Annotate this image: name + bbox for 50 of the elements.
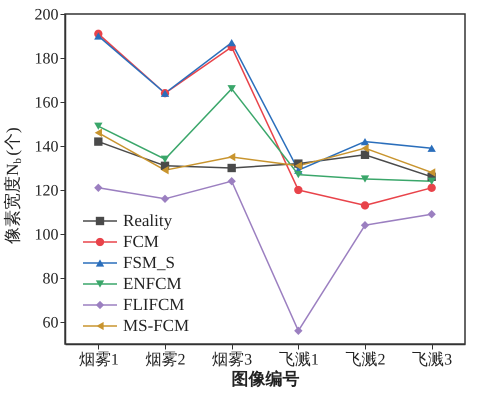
legend-label: FSM_S: [123, 253, 175, 272]
point: [161, 166, 169, 174]
point: [227, 164, 236, 172]
point: [360, 221, 370, 230]
point: [228, 152, 236, 162]
point: [227, 38, 236, 46]
point: [94, 137, 103, 146]
y-tick-label: 200: [34, 6, 58, 24]
x-tick-label: 飞溅2: [346, 350, 386, 368]
x-tick-label: 烟雾1: [78, 352, 119, 368]
y-tick-label: 180: [34, 50, 58, 68]
legend-label: MS-FCM: [123, 316, 190, 335]
x-tick-label: 烟雾3: [212, 352, 252, 368]
point: [361, 144, 369, 152]
y-tick-label: 160: [34, 94, 58, 112]
point: [160, 194, 170, 203]
x-tick-label: 飞溅3: [412, 350, 452, 368]
y-tick-label: 120: [34, 182, 58, 200]
point: [427, 184, 436, 192]
point: [294, 170, 303, 178]
x-axis-title: 图像编号: [232, 370, 300, 388]
point: [294, 162, 302, 170]
y-tick-label: 80: [42, 270, 58, 288]
point: [360, 138, 370, 146]
point: [227, 85, 236, 92]
point: [94, 122, 103, 130]
point: [360, 150, 370, 159]
legend-label: FCM: [123, 232, 159, 251]
point: [294, 326, 303, 335]
point: [160, 156, 170, 163]
y-axis-title: 像素宽度Nb(个): [3, 127, 24, 244]
legend-label: ENFCM: [123, 274, 182, 293]
point: [427, 210, 436, 218]
point: [227, 177, 236, 186]
point: [427, 178, 436, 185]
y-tick-label: 60: [42, 314, 58, 332]
point: [94, 32, 103, 40]
point: [94, 128, 102, 137]
x-tick-label: 烟雾2: [146, 352, 186, 368]
point: [360, 201, 370, 210]
point: [427, 144, 436, 152]
legend-label: Reality: [123, 211, 173, 230]
point: [294, 186, 303, 194]
y-tick-label: 100: [34, 226, 58, 244]
y-tick-label: 140: [34, 138, 58, 156]
point: [360, 175, 370, 183]
legend-label: FLIFCM: [123, 295, 184, 314]
point: [428, 168, 436, 177]
point: [94, 184, 103, 192]
x-tick-label: 飞溅1: [278, 350, 319, 368]
